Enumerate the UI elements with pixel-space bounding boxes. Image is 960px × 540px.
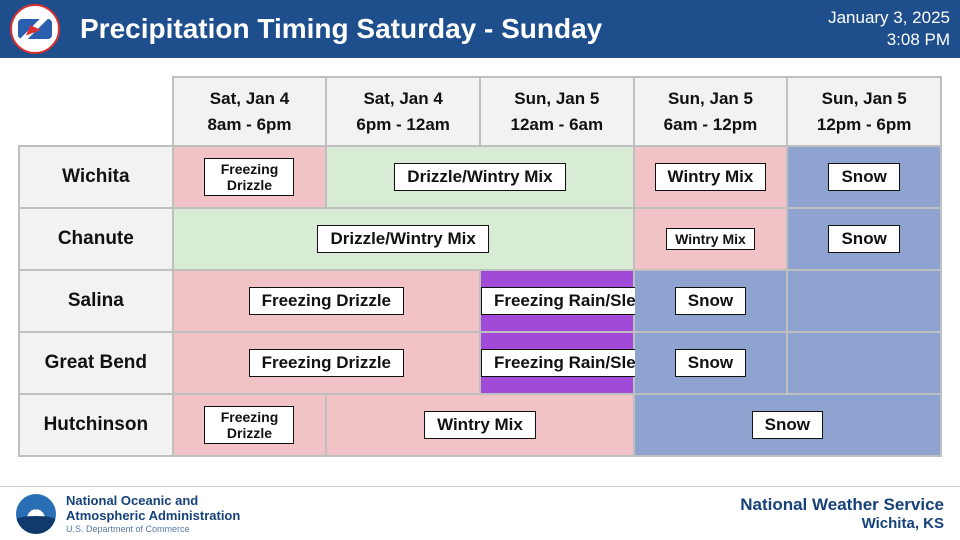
column-hours: 12pm - 6pm: [792, 112, 936, 138]
column-header: Sat, Jan 46pm - 12am: [326, 77, 480, 146]
noaa-logo-icon: [16, 494, 56, 534]
forecast-cell: Wintry Mix: [634, 146, 788, 208]
column-header: Sun, Jan 56am - 12pm: [634, 77, 788, 146]
precip-chip: Wintry Mix: [655, 163, 767, 191]
forecast-row: Great Bend Freezing Drizzle Freezing Rain/…: [19, 332, 941, 394]
precip-chip: Snow: [675, 287, 746, 315]
forecast-cell: Snow: [634, 332, 788, 394]
forecast-cell: Snow: [787, 146, 941, 208]
precip-chip: Snow: [675, 349, 746, 377]
forecast-cell: Snow: [787, 208, 941, 270]
column-day: Sun, Jan 5: [485, 86, 629, 112]
forecast-table: Sat, Jan 48am - 6pmSat, Jan 46pm - 12amS…: [18, 76, 942, 457]
precip-chip: Snow: [828, 225, 899, 253]
forecast-cell: Freezing Drizzle: [173, 146, 327, 208]
column-hours: 8am - 6pm: [178, 112, 322, 138]
city-label: Great Bend: [19, 332, 173, 394]
precip-chip: Wintry Mix: [424, 411, 536, 439]
precip-chip: Freezing Drizzle: [204, 406, 294, 444]
column-hours: 12am - 6am: [485, 112, 629, 138]
forecast-cell: Snow: [634, 270, 788, 332]
nws-logo-icon: [10, 4, 60, 54]
forecast-cell: Drizzle/Wintry Mix: [326, 146, 633, 208]
column-day: Sat, Jan 4: [331, 86, 475, 112]
forecast-cell: [787, 270, 941, 332]
forecast-cell: Freezing Drizzle: [173, 270, 480, 332]
column-hours: 6pm - 12am: [331, 112, 475, 138]
column-day: Sat, Jan 4: [178, 86, 322, 112]
precip-chip: Freezing Drizzle: [249, 287, 404, 315]
column-header-row: Sat, Jan 48am - 6pmSat, Jan 46pm - 12amS…: [19, 77, 941, 146]
precip-chip: Drizzle/Wintry Mix: [394, 163, 565, 191]
precip-chip: Snow: [752, 411, 823, 439]
city-label: Chanute: [19, 208, 173, 270]
forecast-cell: Freezing Rain/Sleet: [480, 270, 634, 332]
issue-date: January 3, 2025: [828, 7, 950, 29]
forecast-cell: Drizzle/Wintry Mix: [173, 208, 634, 270]
corner-cell: [19, 77, 173, 146]
footer-noaa-text: National Oceanic and Atmospheric Adminis…: [66, 493, 240, 535]
forecast-cell: [787, 332, 941, 394]
column-day: Sun, Jan 5: [792, 86, 936, 112]
precip-chip: Wintry Mix: [666, 228, 755, 250]
page-title: Precipitation Timing Saturday - Sunday: [80, 13, 828, 45]
forecast-cell: Freezing Rain/Sleet: [480, 332, 634, 394]
forecast-cell: Freezing Drizzle: [173, 394, 327, 456]
forecast-body: Wichita Freezing Drizzle Drizzle/Wintry Mi…: [19, 146, 941, 456]
column-hours: 6am - 12pm: [639, 112, 783, 138]
city-label: Wichita: [19, 146, 173, 208]
forecast-row: Chanute Drizzle/Wintry Mix Wintry Mix Snow: [19, 208, 941, 270]
precip-chip: Freezing Drizzle: [204, 158, 294, 196]
forecast-cell: Snow: [634, 394, 941, 456]
city-label: Salina: [19, 270, 173, 332]
forecast-cell: Wintry Mix: [326, 394, 633, 456]
footer-nws-text: National Weather Service Wichita, KS: [740, 495, 944, 532]
precip-chip: Snow: [828, 163, 899, 191]
city-label: Hutchinson: [19, 394, 173, 456]
footer-bar: National Oceanic and Atmospheric Adminis…: [0, 486, 960, 540]
issue-time: 3:08 PM: [828, 29, 950, 51]
column-day: Sun, Jan 5: [639, 86, 783, 112]
forecast-row: Hutchinson Freezing Drizzle Wintry Mix Snow: [19, 394, 941, 456]
title-bar: Precipitation Timing Saturday - Sunday J…: [0, 0, 960, 58]
column-header: Sun, Jan 512pm - 6pm: [787, 77, 941, 146]
precip-chip: Freezing Drizzle: [249, 349, 404, 377]
forecast-cell: Wintry Mix: [634, 208, 788, 270]
precip-chip: Drizzle/Wintry Mix: [317, 225, 488, 253]
forecast-table-area: Sat, Jan 48am - 6pmSat, Jan 46pm - 12amS…: [0, 58, 960, 457]
forecast-row: Wichita Freezing Drizzle Drizzle/Wintry Mi…: [19, 146, 941, 208]
issue-datetime: January 3, 2025 3:08 PM: [828, 7, 950, 51]
column-header: Sun, Jan 512am - 6am: [480, 77, 634, 146]
forecast-row: Salina Freezing Drizzle Freezing Rain/Slee…: [19, 270, 941, 332]
column-header: Sat, Jan 48am - 6pm: [173, 77, 327, 146]
forecast-cell: Freezing Drizzle: [173, 332, 480, 394]
